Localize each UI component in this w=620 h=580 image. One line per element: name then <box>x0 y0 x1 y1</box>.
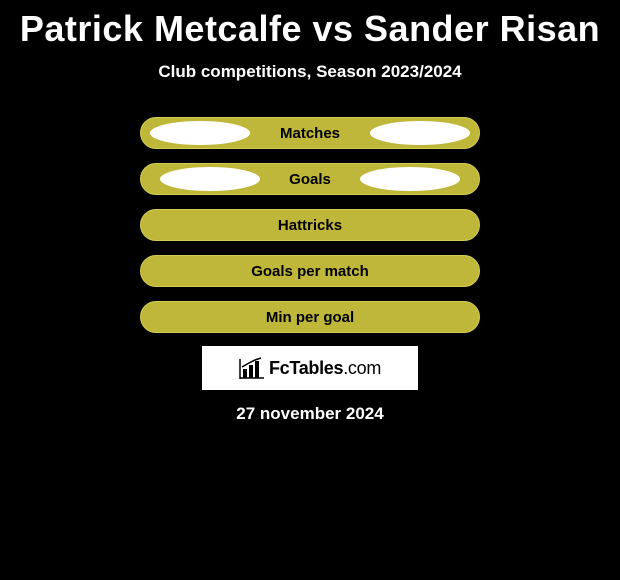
stat-row: Goals per match <box>140 248 480 294</box>
stat-row: Hattricks <box>140 202 480 248</box>
brand-bold: FcTables <box>269 358 343 378</box>
chart-container: Patrick Metcalfe vs Sander Risan Club co… <box>0 0 620 424</box>
right-value-ellipse <box>360 167 460 191</box>
page-subtitle: Club competitions, Season 2023/2024 <box>158 62 461 82</box>
brand-logo: FcTables.com <box>202 346 418 390</box>
left-value-ellipse <box>150 121 250 145</box>
stat-bar: Hattricks <box>140 209 480 241</box>
right-value-ellipse <box>370 121 470 145</box>
stat-rows: MatchesGoals Hattricks Goals per match Min … <box>140 110 480 340</box>
stat-bar: Goals per match <box>140 255 480 287</box>
stat-row: Min per goal <box>140 294 480 340</box>
left-value-ellipse <box>160 167 260 191</box>
stat-row: Goals <box>140 156 480 202</box>
date-label: 27 november 2024 <box>236 404 383 424</box>
page-title: Patrick Metcalfe vs Sander Risan <box>20 8 600 50</box>
bar-chart-icon <box>239 357 265 379</box>
brand-text: FcTables.com <box>269 358 381 379</box>
brand-light: .com <box>343 358 381 378</box>
stat-bar: Min per goal <box>140 301 480 333</box>
stat-row: Matches <box>140 110 480 156</box>
